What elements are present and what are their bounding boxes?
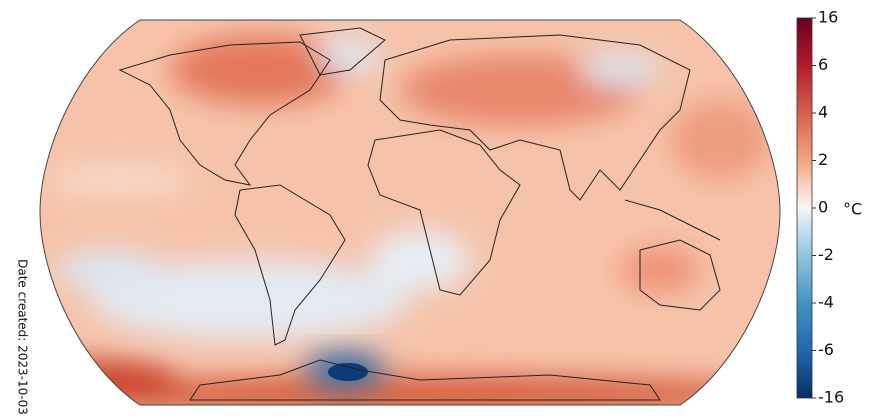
colorbar-tick-label: 2 — [818, 150, 828, 169]
colorbar-tick-label: 4 — [818, 103, 828, 122]
colorbar-tick-label: -6 — [818, 340, 834, 359]
colorbar-tick-label: -16 — [818, 388, 844, 407]
coastlines — [118, 27, 721, 401]
colorbar-tick-label: 0 — [818, 198, 828, 217]
colorbar-tick-label: -2 — [818, 245, 834, 264]
map-outline — [39, 19, 781, 406]
colorbar-tick-label: -4 — [818, 293, 834, 312]
anomaly-field — [40, 20, 780, 405]
colorbar-tick-label: 6 — [818, 55, 828, 74]
colorbar-unit: °C — [843, 200, 862, 219]
date-annotation: Date created: 2023-10-03 — [16, 259, 30, 415]
colorbar — [796, 17, 813, 399]
colorbar-tick-label: 16 — [818, 8, 838, 27]
